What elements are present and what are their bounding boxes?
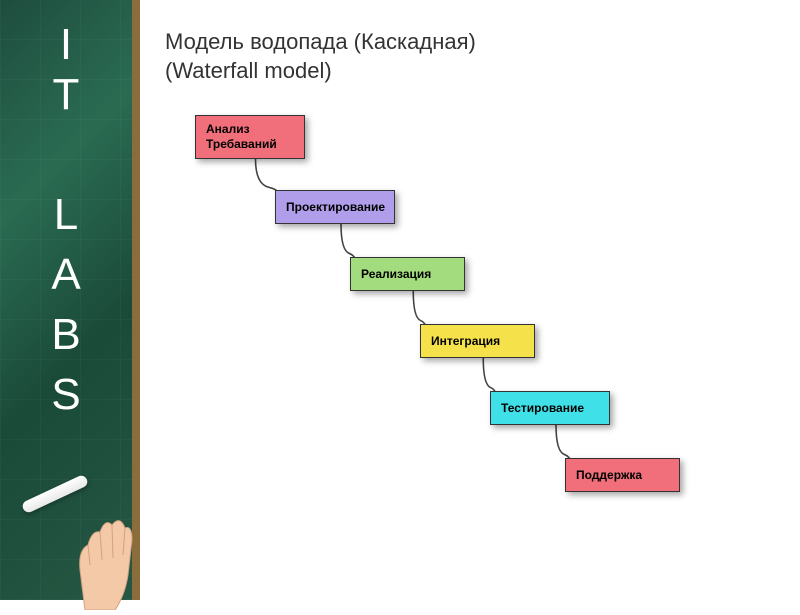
sidebar-chalkboard: I T L A B S xyxy=(0,0,140,600)
flow-box-n5: Тестирование xyxy=(490,391,610,425)
title-line-2: (Waterfall model) xyxy=(165,57,476,86)
sidebar-letter-a: A xyxy=(51,250,80,300)
flow-box-n2: Проектирование xyxy=(275,190,395,224)
flow-box-n4: Интеграция xyxy=(420,324,535,358)
hand-icon xyxy=(50,500,140,610)
sidebar-letter-t: T xyxy=(53,70,80,120)
flow-box-n3: Реализация xyxy=(350,257,465,291)
flow-box-n6: Поддержка xyxy=(565,458,680,492)
sidebar-letter-b: B xyxy=(51,310,80,360)
waterfall-diagram: Анализ Требаваний Проектирование Реализаци… xyxy=(165,95,765,575)
sidebar-letter-l: L xyxy=(54,190,78,240)
sidebar-letter-i: I xyxy=(60,20,72,70)
sidebar-letter-s: S xyxy=(51,370,80,420)
page-title: Модель водопада (Каскадная) (Waterfall m… xyxy=(165,28,476,85)
title-line-1: Модель водопада (Каскадная) xyxy=(165,28,476,57)
flow-box-n1: Анализ Требаваний xyxy=(195,115,305,159)
